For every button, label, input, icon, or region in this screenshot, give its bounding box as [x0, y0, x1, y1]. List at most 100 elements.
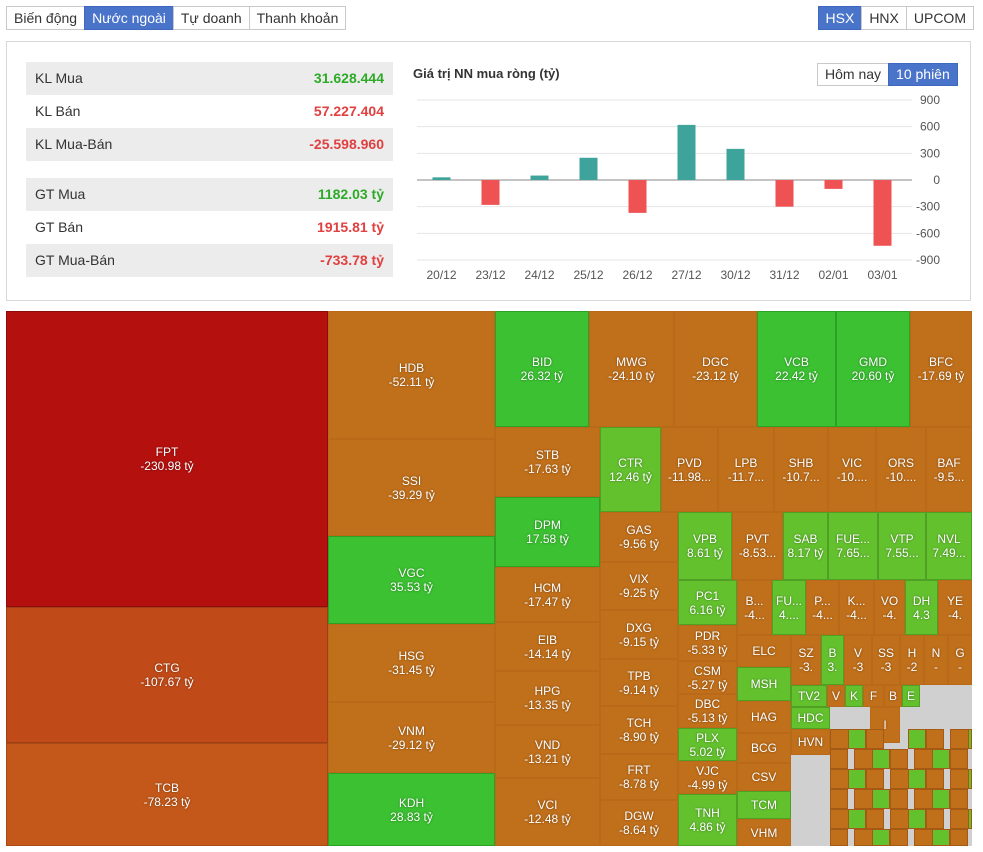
treemap-cell-vjc[interactable]: VJC -4.99 tỷ — [678, 761, 737, 794]
treemap-cell-shb[interactable]: SHB -10.7... — [774, 427, 828, 512]
treemap-cell-small[interactable] — [926, 729, 944, 749]
treemap-cell-dgc[interactable]: DGC -23.12 tỷ — [674, 311, 757, 427]
treemap-cell-small[interactable] — [908, 769, 926, 789]
treemap-cell-small[interactable] — [926, 769, 944, 789]
treemap-cell-fu[interactable]: FU... 4.... — [772, 580, 806, 635]
treemap-cell-small[interactable] — [872, 749, 890, 769]
tab-thanh-khoan[interactable]: Thanh khoản — [248, 6, 347, 30]
bar[interactable] — [873, 180, 892, 246]
treemap-cell-b[interactable]: B... -4... — [737, 580, 772, 635]
treemap-cell-hvn[interactable]: HVN — [791, 729, 830, 755]
treemap-cell-small[interactable] — [848, 729, 866, 749]
treemap-cell-b[interactable]: B — [884, 685, 902, 707]
treemap-cell-pvd[interactable]: PVD -11.98... — [661, 427, 718, 512]
treemap-cell-pvt[interactable]: PVT -8.53... — [732, 512, 783, 580]
treemap-cell-tnh[interactable]: TNH 4.86 tỷ — [678, 794, 737, 846]
treemap-cell-csm[interactable]: CSM -5.27 tỷ — [678, 661, 737, 694]
treemap-cell-baf[interactable]: BAF -9.5... — [926, 427, 972, 512]
treemap-cell-gas[interactable]: GAS -9.56 tỷ — [600, 512, 678, 562]
tab-bien-dong[interactable]: Biến động — [6, 6, 86, 30]
treemap-cell-b[interactable]: B 3. — [821, 635, 844, 685]
treemap-cell-k[interactable]: K... -4... — [839, 580, 874, 635]
treemap-cell-small[interactable] — [908, 809, 926, 829]
treemap-cell-small[interactable] — [968, 729, 972, 749]
treemap-cell-mwg[interactable]: MWG -24.10 tỷ — [589, 311, 674, 427]
treemap-cell-bid[interactable]: BID 26.32 tỷ — [495, 311, 589, 427]
treemap-cell-small[interactable] — [872, 789, 890, 809]
treemap-cell-small[interactable] — [950, 749, 968, 769]
treemap-cell-vtp[interactable]: VTP 7.55... — [878, 512, 926, 580]
treemap-cell-n[interactable]: N- — [924, 635, 948, 685]
treemap-cell-vic[interactable]: VIC -10.... — [828, 427, 876, 512]
treemap-cell-elc[interactable]: ELC — [737, 635, 791, 667]
treemap-cell-plx[interactable]: PLX 5.02 tỷ — [678, 728, 737, 761]
treemap-cell-vix[interactable]: VIX -9.25 tỷ — [600, 562, 678, 610]
treemap-cell-hcm[interactable]: HCM -17.47 tỷ — [495, 567, 600, 622]
treemap-cell-bfc[interactable]: BFC -17.69 tỷ — [910, 311, 972, 427]
treemap-cell-vgc[interactable]: VGC 35.53 tỷ — [328, 536, 495, 624]
exchange-hsx-button[interactable]: HSX — [817, 6, 863, 30]
treemap-cell-g[interactable]: G- — [948, 635, 972, 685]
treemap-cell-fpt[interactable]: FPT -230.98 tỷ — [6, 311, 328, 607]
treemap-cell-dpm[interactable]: DPM 17.58 tỷ — [495, 497, 600, 567]
bar[interactable] — [726, 148, 745, 180]
treemap-cell-ctg[interactable]: CTG -107.67 tỷ — [6, 607, 328, 743]
treemap-cell-vnm[interactable]: VNM -29.12 tỷ — [328, 702, 495, 773]
treemap-cell-csv[interactable]: CSV — [737, 763, 791, 791]
treemap-cell-small[interactable] — [932, 829, 950, 846]
treemap-cell-dh[interactable]: DH 4.3 — [905, 580, 938, 635]
treemap-cell-kdh[interactable]: KDH 28.83 tỷ — [328, 773, 495, 846]
treemap-cell-ctr[interactable]: CTR 12.46 tỷ — [600, 427, 661, 512]
treemap-cell-small[interactable] — [926, 809, 944, 829]
treemap-cell-sab[interactable]: SAB 8.17 tỷ — [783, 512, 828, 580]
treemap-cell-f[interactable]: F — [863, 685, 884, 707]
treemap-cell-small[interactable] — [932, 749, 950, 769]
treemap-cell-small[interactable] — [872, 829, 890, 846]
treemap-cell-ye[interactable]: YE -4. — [938, 580, 972, 635]
treemap-cell-small[interactable] — [848, 769, 866, 789]
treemap-cell-lpb[interactable]: LPB -11.7... — [718, 427, 774, 512]
treemap-cell-small[interactable] — [866, 769, 884, 789]
treemap-cell-vcb[interactable]: VCB 22.42 tỷ — [757, 311, 836, 427]
treemap-cell-small[interactable] — [950, 829, 968, 846]
treemap-cell-gmd[interactable]: GMD 20.60 tỷ — [836, 311, 910, 427]
treemap-cell-ors[interactable]: ORS -10.... — [876, 427, 926, 512]
treemap-cell-small[interactable] — [830, 789, 848, 809]
treemap-cell-sz[interactable]: SZ -3. — [791, 635, 821, 685]
treemap-cell-vci[interactable]: VCI -12.48 tỷ — [495, 778, 600, 846]
treemap-cell-small[interactable] — [848, 809, 866, 829]
treemap-cell-small[interactable] — [866, 809, 884, 829]
exchange-hnx-button[interactable]: HNX — [861, 6, 907, 30]
bar[interactable] — [775, 180, 794, 207]
treemap-cell-tcm[interactable]: TCM — [737, 791, 791, 819]
treemap-cell-hdb[interactable]: HDB -52.11 tỷ — [328, 311, 495, 439]
exchange-upcom-button[interactable]: UPCOM — [905, 6, 974, 30]
treemap-cell-dgw[interactable]: DGW -8.64 tỷ — [600, 800, 678, 846]
treemap-cell-ss[interactable]: SS -3 — [872, 635, 900, 685]
treemap-cell-v[interactable]: V — [827, 685, 845, 707]
tab-nuoc-ngoai[interactable]: Nước ngoài — [84, 6, 174, 30]
treemap-cell-small[interactable] — [890, 749, 908, 769]
treemap-cell-tv2[interactable]: TV2 — [791, 685, 827, 707]
bar[interactable] — [579, 157, 598, 180]
treemap-cell-msh[interactable]: MSH — [737, 667, 791, 701]
treemap-cell-vo[interactable]: VO -4. — [874, 580, 905, 635]
treemap-cell-ssi[interactable]: SSI -39.29 tỷ — [328, 439, 495, 536]
treemap-cell-pdr[interactable]: PDR -5.33 tỷ — [678, 625, 737, 661]
treemap-cell-stb[interactable]: STB -17.63 tỷ — [495, 427, 600, 497]
treemap-cell-v[interactable]: V -3 — [844, 635, 872, 685]
treemap-cell-small[interactable] — [950, 789, 968, 809]
treemap-cell-frt[interactable]: FRT -8.78 tỷ — [600, 754, 678, 800]
ten-sessions-button[interactable]: 10 phiên — [888, 63, 958, 86]
treemap-cell-vhm[interactable]: VHM — [737, 819, 791, 846]
treemap-cell-hdc[interactable]: HDC — [791, 707, 830, 729]
treemap-cell-small[interactable] — [932, 789, 950, 809]
treemap-cell-hsg[interactable]: HSG -31.45 tỷ — [328, 624, 495, 702]
bar[interactable] — [628, 180, 647, 213]
treemap-cell-hag[interactable]: HAG — [737, 701, 791, 733]
bar[interactable] — [530, 175, 549, 180]
tab-tu-doanh[interactable]: Tự doanh — [172, 6, 250, 30]
treemap-cell-dxg[interactable]: DXG -9.15 tỷ — [600, 610, 678, 659]
treemap-cell-small[interactable] — [968, 809, 972, 829]
treemap-cell-p[interactable]: P... -4... — [806, 580, 839, 635]
